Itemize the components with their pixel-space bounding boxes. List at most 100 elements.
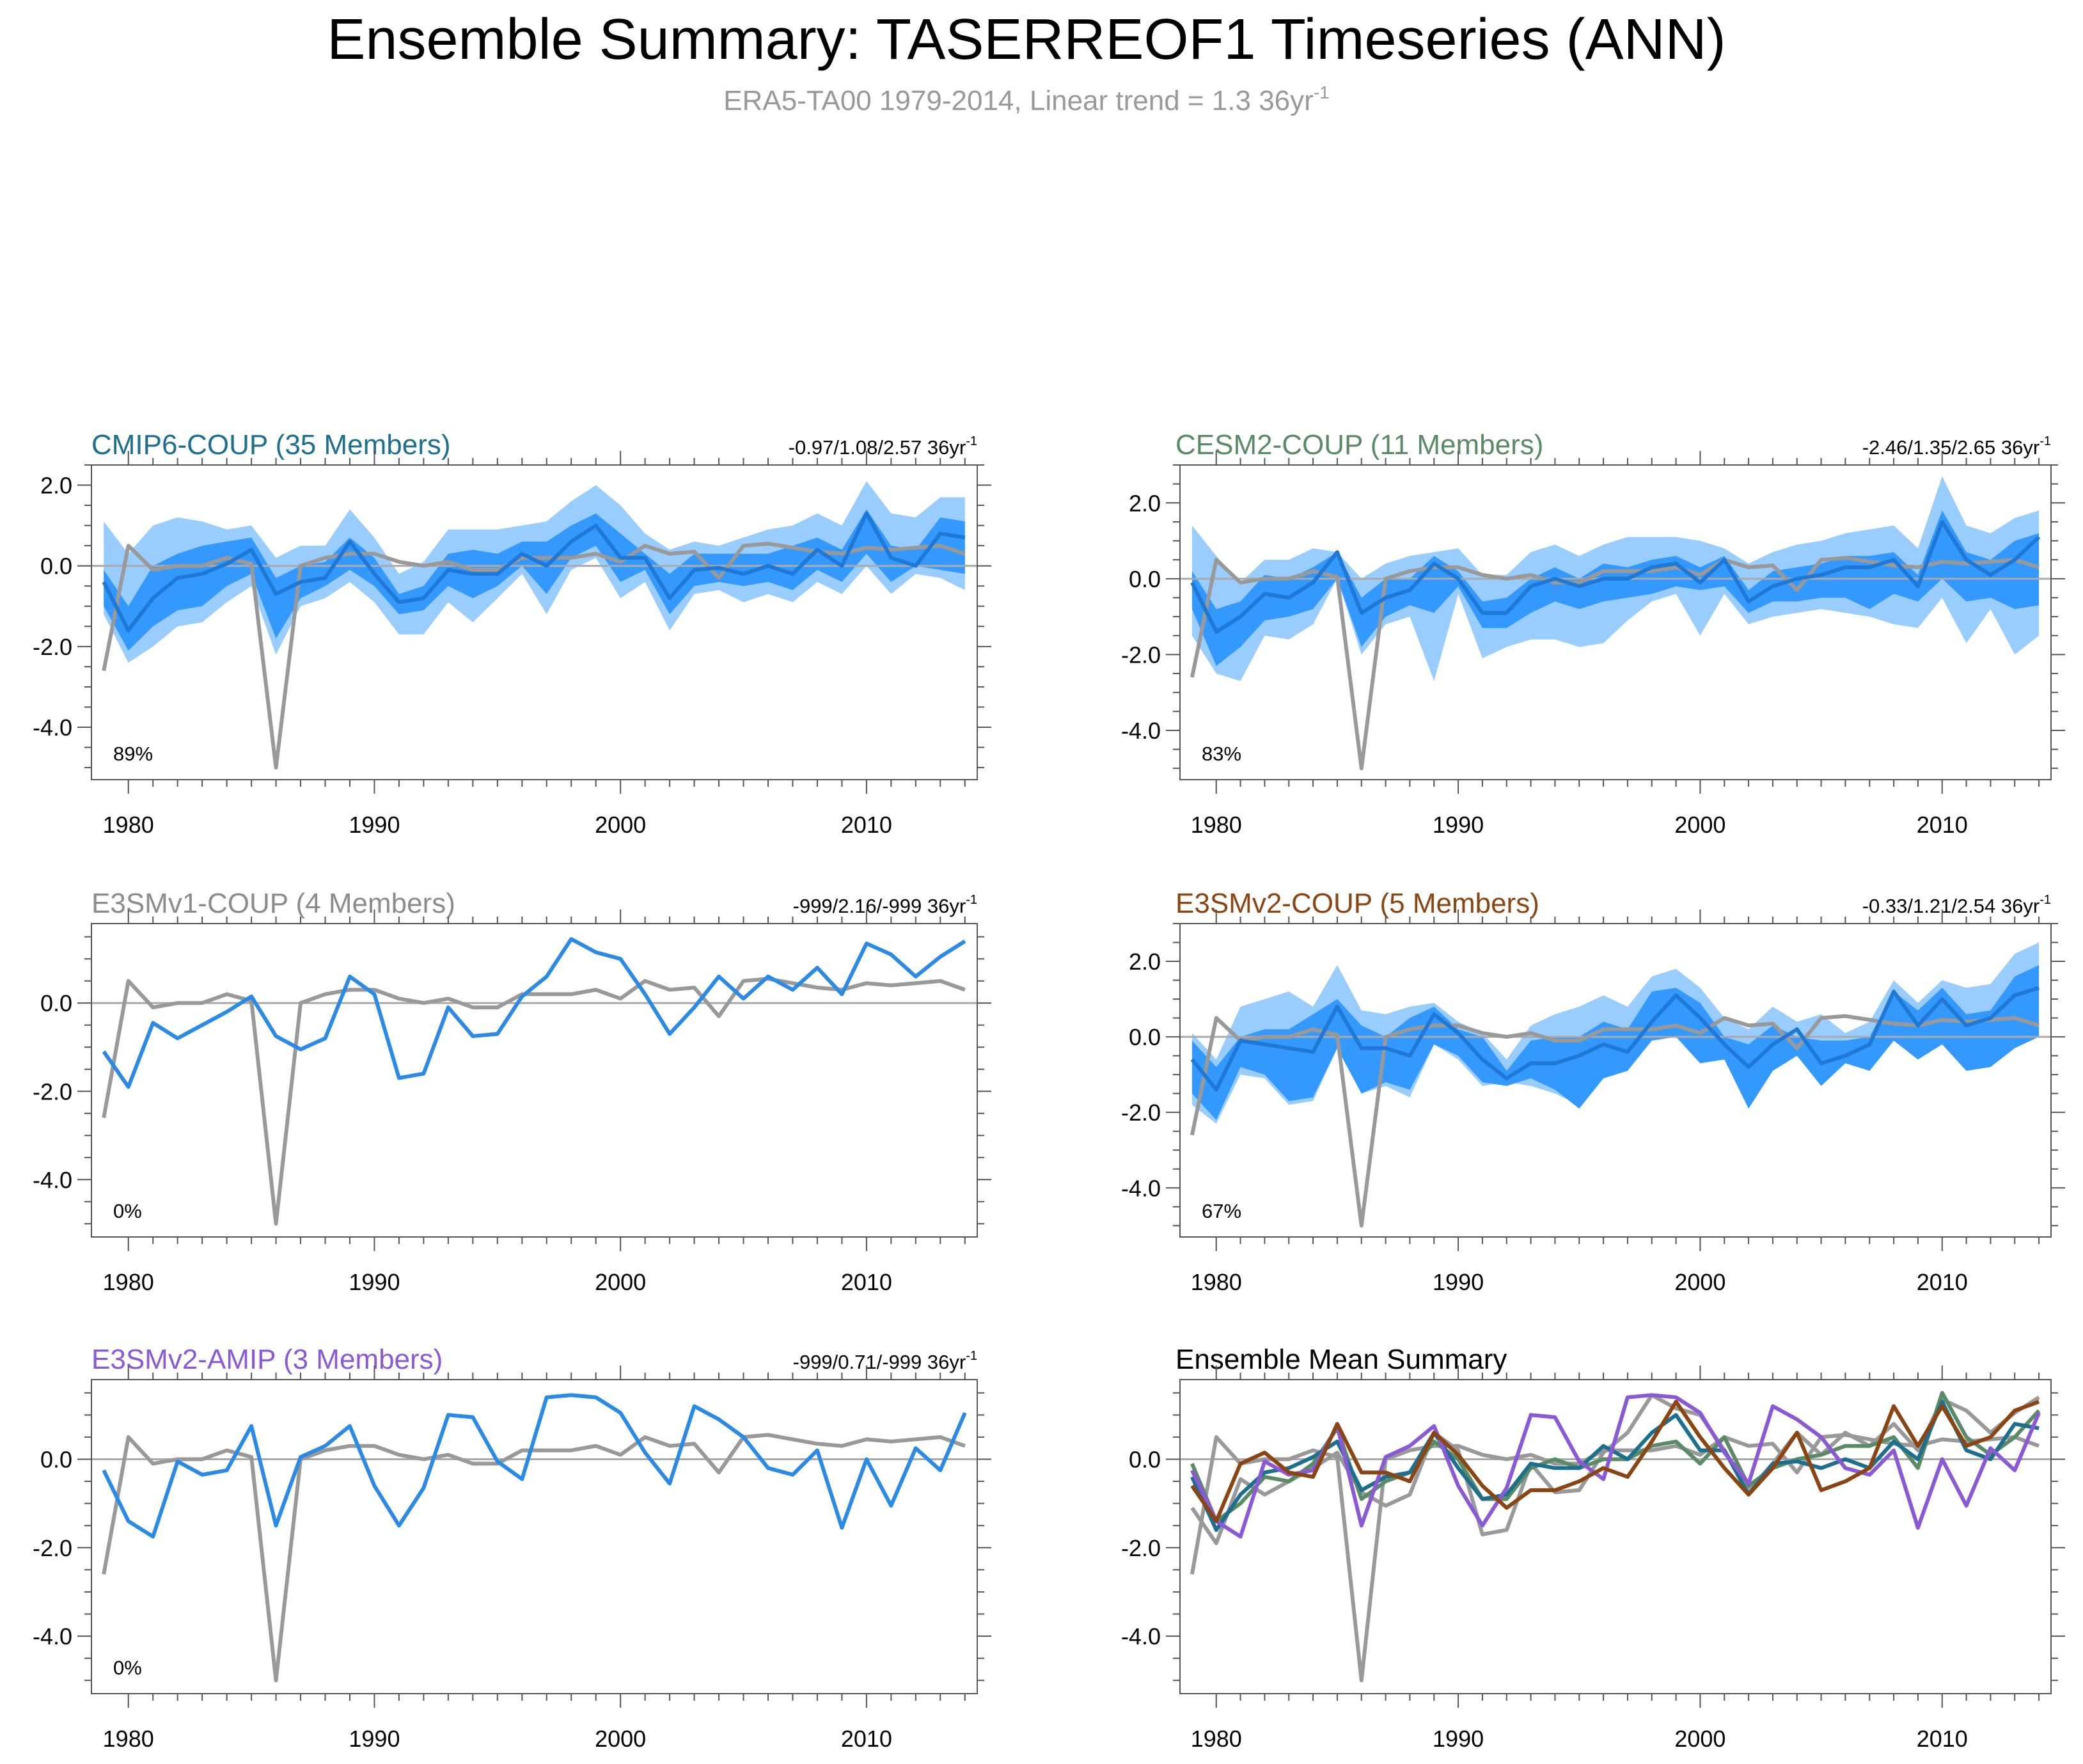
y-tick-label: -2.0 [33, 1535, 72, 1561]
y-tick-label: 0.0 [1129, 1446, 1161, 1472]
y-tick-label: 0.0 [40, 1446, 72, 1472]
y-tick-label: 0.0 [40, 990, 72, 1016]
obs-line [102, 977, 966, 1226]
panel-e3smv1: E3SMv1-COUP (4 Members) -999/2.16/-999 36… [33, 888, 991, 1295]
panel-title: CESM2-COUP (11 Members) [1175, 429, 1543, 461]
trend-unit: 36yr [2001, 895, 2040, 917]
x-tick-label: 2010 [841, 812, 892, 838]
trend-unit: 36yr [927, 895, 966, 917]
x-tick-label: 1980 [103, 1269, 154, 1295]
percent-label: 0% [113, 1200, 142, 1222]
band-inner [1191, 965, 2040, 1120]
trend-value: -999/0.71/-999 [793, 1351, 927, 1373]
trend-label: -999/0.71/-999 36yr-1 [793, 1349, 977, 1373]
y-tick-label: 2.0 [1129, 490, 1161, 516]
x-tick-label: 1990 [1433, 812, 1484, 838]
y-tick-label: 0.0 [1129, 1024, 1161, 1050]
series-line-cmip6-coup [1190, 1399, 2040, 1532]
panels: CMIP6-COUP (35 Members) -0.97/1.08/2.57 3… [33, 429, 2065, 1752]
mean-line [102, 1393, 967, 1539]
panel-title: Ensemble Mean Summary [1175, 1344, 1507, 1375]
plot-frame [91, 923, 978, 1238]
percent-label: 83% [1202, 743, 1241, 765]
mean-line [102, 937, 966, 1089]
mean-line [1190, 986, 2040, 1092]
trend-sup: -1 [2040, 893, 2051, 907]
figure-title: Ensemble Summary: TASERREOF1 Timeseries … [327, 8, 1725, 72]
band-inner [1191, 510, 2040, 666]
series-line-e3smv1-coup [1190, 1393, 2040, 1545]
y-tick-label: -4.0 [1121, 1175, 1161, 1201]
percent-label: 67% [1202, 1200, 1241, 1222]
panel-title: E3SMv1-COUP (4 Members) [91, 888, 455, 919]
trend-value: -0.33/1.21/2.54 [1862, 895, 2001, 917]
obs-line [102, 1433, 966, 1683]
x-tick-label: 1980 [1191, 1726, 1242, 1752]
panel-e3smv2amip: E3SMv2-AMIP (3 Members) -999/0.71/-999 36… [33, 1344, 991, 1752]
trend-unit: 36yr [927, 1351, 966, 1373]
x-tick-label: 2010 [841, 1726, 892, 1752]
x-tick-label: 1980 [103, 1726, 154, 1752]
trend-unit: 36yr [927, 436, 966, 459]
y-tick-label: 0.0 [1129, 566, 1161, 592]
panel-title: CMIP6-COUP (35 Members) [91, 429, 451, 461]
trend-sup: -1 [966, 1349, 977, 1363]
x-tick-label: 1990 [349, 812, 400, 838]
x-tick-label: 2000 [595, 812, 646, 838]
x-tick-label: 1990 [1433, 1269, 1484, 1295]
trend-label: -2.46/1.35/2.65 36yr-1 [1862, 434, 2051, 459]
x-tick-label: 2010 [1917, 1726, 1968, 1752]
percent-label: 0% [113, 1657, 142, 1679]
trend-label: -0.97/1.08/2.57 36yr-1 [789, 434, 977, 459]
panel-cmip6: CMIP6-COUP (35 Members) -0.97/1.08/2.57 3… [33, 429, 991, 838]
trend-unit: 36yr [2001, 436, 2040, 459]
x-tick-label: 2000 [595, 1726, 646, 1752]
x-tick-label: 1990 [349, 1269, 400, 1295]
series-line-e3smv2-coup [1190, 1399, 2040, 1524]
trend-sup: -1 [966, 434, 977, 448]
plot-frame [1179, 464, 2052, 780]
plot-frame [91, 1379, 978, 1694]
y-tick-label: 2.0 [40, 473, 72, 499]
x-tick-label: 2010 [1917, 812, 1968, 838]
panel-e3smv2coup: E3SMv2-COUP (5 Members) -0.33/1.21/2.54 3… [1121, 888, 2065, 1295]
y-tick-label: -4.0 [33, 1623, 72, 1650]
x-tick-label: 2000 [1674, 812, 1725, 838]
x-tick-label: 2000 [1674, 1269, 1725, 1295]
y-tick-label: -2.0 [1121, 1099, 1161, 1126]
y-tick-label: -2.0 [1121, 642, 1161, 668]
x-tick-label: 2010 [841, 1269, 892, 1295]
x-tick-label: 2000 [595, 1269, 646, 1295]
y-tick-label: -2.0 [33, 1078, 72, 1105]
trend-label: -0.33/1.21/2.54 36yr-1 [1862, 893, 2051, 917]
trend-sup: -1 [2040, 434, 2051, 448]
x-tick-label: 1980 [103, 812, 154, 838]
panel-title: E3SMv2-COUP (5 Members) [1175, 888, 1539, 919]
y-tick-label: -2.0 [33, 634, 72, 660]
trend-value: -0.97/1.08/2.57 [789, 436, 927, 459]
obs-line [1190, 1014, 2040, 1228]
trend-value: -2.46/1.35/2.65 [1862, 436, 2001, 459]
y-tick-label: -2.0 [1121, 1535, 1161, 1561]
band-inner [104, 509, 965, 651]
plot-frame [1179, 923, 2052, 1238]
trend-sup: -1 [966, 893, 977, 907]
panel-summary: Ensemble Mean Summary -4.0 -2.0 0.0 1980 1990… [1121, 1344, 2065, 1752]
x-tick-label: 1980 [1191, 1269, 1242, 1295]
trend-label: -999/2.16/-999 36yr-1 [793, 893, 977, 917]
mean-line [1190, 519, 2041, 634]
percent-label: 89% [113, 743, 153, 765]
x-tick-label: 1990 [349, 1726, 400, 1752]
panel-title: E3SMv2-AMIP (3 Members) [91, 1344, 443, 1375]
panel-cesm2: CESM2-COUP (11 Members) -2.46/1.35/2.65 3… [1121, 429, 2065, 838]
y-tick-label: -4.0 [1121, 1623, 1161, 1650]
y-tick-label: -4.0 [33, 1167, 72, 1193]
x-tick-label: 2000 [1674, 1726, 1725, 1752]
y-tick-label: -4.0 [33, 714, 72, 741]
x-tick-label: 2010 [1917, 1269, 1968, 1295]
mean-line [102, 511, 966, 633]
y-tick-label: 0.0 [40, 553, 72, 579]
figure-subtitle-text: ERA5-TA00 1979-2014, Linear trend = 1.3 … [723, 85, 1314, 116]
plot-frame [1179, 1379, 2052, 1694]
